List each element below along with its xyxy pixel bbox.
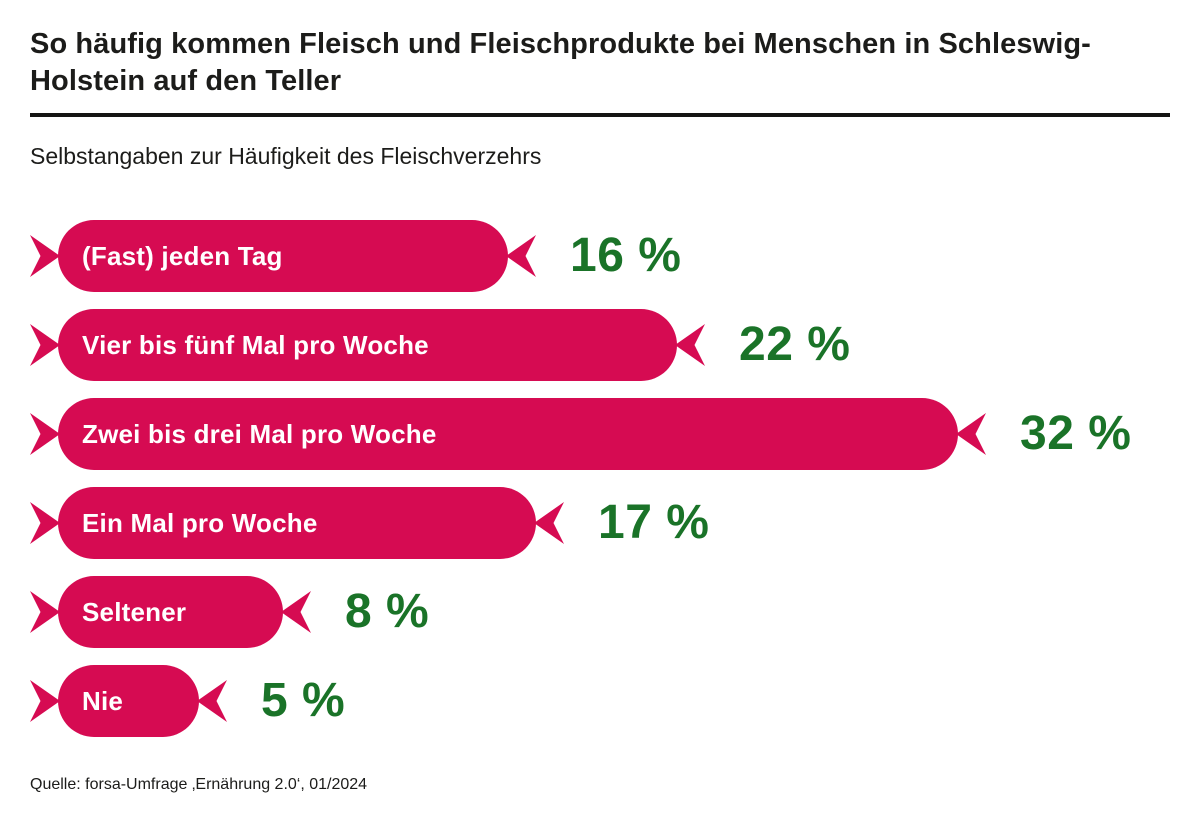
bar-label: (Fast) jeden Tag [82,240,283,271]
chart-title: So häufig kommen Fleisch und Fleischprod… [30,28,1091,97]
sausage-bar: Seltener [58,576,283,648]
bar-value: 8 % [345,585,430,638]
bar-row: Seltener 8 % [30,576,1170,648]
sausage-end-left-icon [30,591,60,633]
bar-row: Nie 5 % [30,665,1170,737]
sausage-end-left-icon [30,680,60,722]
bar-value: 17 % [598,496,710,549]
sausage-bar: (Fast) jeden Tag [58,220,508,292]
sausage-end-right-icon [197,680,227,722]
bar-row: Zwei bis drei Mal pro Woche 32 % [30,398,1170,470]
bar-value: 32 % [1020,407,1132,460]
source-note: Quelle: forsa-Umfrage ‚Ernährung 2.0‘, 0… [30,776,368,793]
bar-label: Seltener [82,596,187,627]
bar-label: Vier bis fünf Mal pro Woche [82,329,429,360]
sausage-bar: Vier bis fünf Mal pro Woche [58,309,677,381]
bar-value: 22 % [739,318,851,371]
bar-label: Nie [82,685,124,716]
bar-row: (Fast) jeden Tag 16 % [30,220,1170,292]
sausage-bar: Zwei bis drei Mal pro Woche [58,398,958,470]
bar-value: 16 % [570,229,682,282]
sausage-bar: Nie [58,665,199,737]
bar-label: Ein Mal pro Woche [82,507,318,538]
sausage-end-left-icon [30,502,60,544]
sausage-bar-chart: (Fast) jeden Tag 16 % Vier bis fünf Mal … [30,220,1170,737]
sausage-end-right-icon [956,413,986,455]
bar-row: Vier bis fünf Mal pro Woche 22 % [30,309,1170,381]
chart-subtitle: Selbstangaben zur Häufigkeit des Fleisch… [30,143,542,169]
sausage-end-left-icon [30,324,60,366]
bar-value: 5 % [261,674,346,727]
sausage-end-right-icon [281,591,311,633]
title-divider [30,113,1170,117]
bar-label: Zwei bis drei Mal pro Woche [82,418,437,449]
sausage-end-right-icon [534,502,564,544]
sausage-end-right-icon [506,235,536,277]
bar-row: Ein Mal pro Woche 17 % [30,487,1170,559]
sausage-end-right-icon [675,324,705,366]
sausage-end-left-icon [30,413,60,455]
sausage-bar: Ein Mal pro Woche [58,487,536,559]
sausage-end-left-icon [30,235,60,277]
